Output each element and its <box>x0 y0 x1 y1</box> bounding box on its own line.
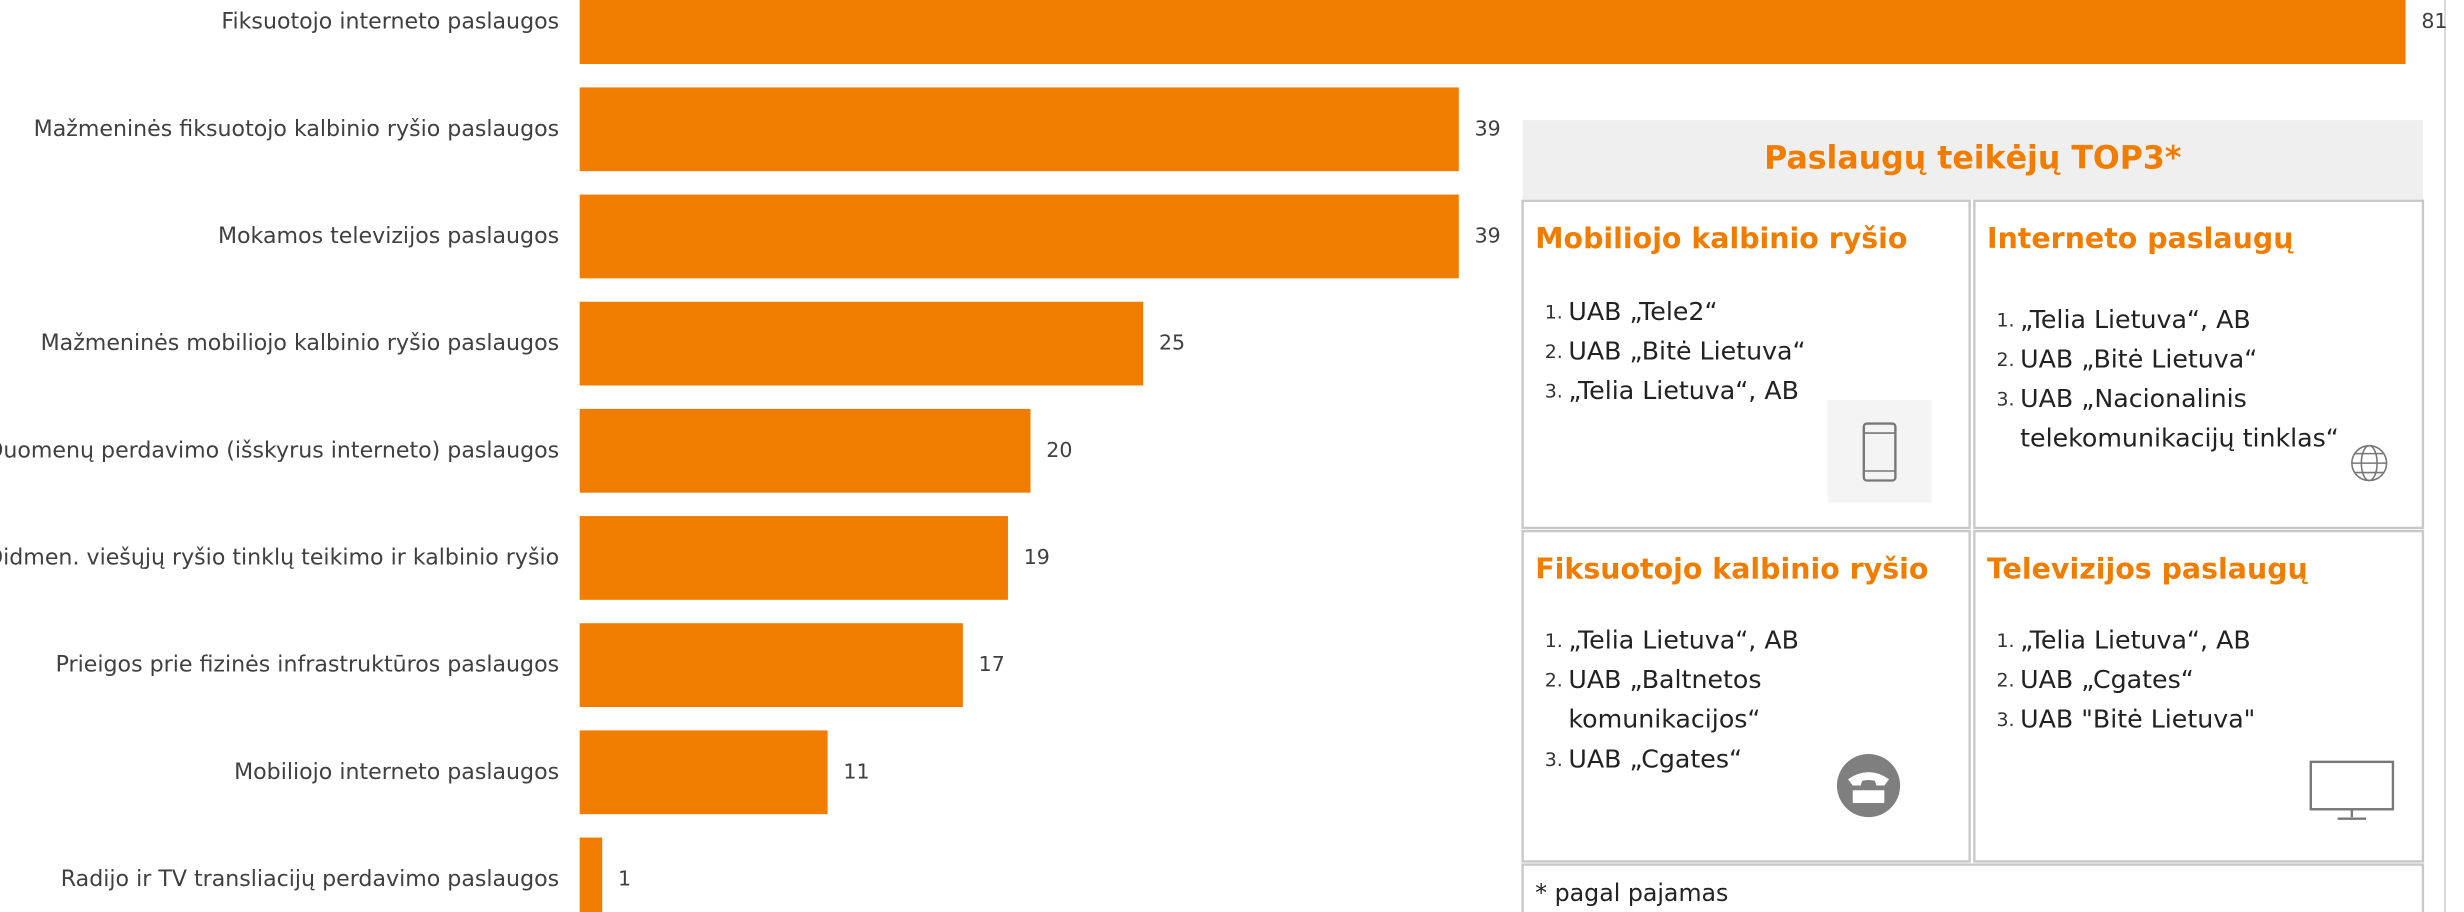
item-text: UAB „Bitė Lietuva“ <box>1568 336 1805 365</box>
value-label: 39 <box>1475 116 1501 140</box>
cell-heading: Televizijos paslaugų <box>1987 553 2309 586</box>
item-number: 3. <box>1545 380 1563 402</box>
item-text: telekomunikacijų tinklas“ <box>2020 423 2339 452</box>
category-label: Duomenų perdavimo (išskyrus interneto) p… <box>0 437 559 463</box>
item-text: UAB „Nacionalinis <box>2020 384 2247 413</box>
value-label: 25 <box>1159 331 1185 355</box>
tv-icon <box>2309 760 2395 820</box>
phone-icon <box>1827 399 1932 503</box>
footnote: * pagal pajamas <box>1535 879 1728 907</box>
value-label: 39 <box>1475 223 1501 247</box>
bar <box>579 0 2406 65</box>
item-text: UAB „Cgates“ <box>2020 665 2194 694</box>
cell <box>1973 199 2425 530</box>
item-text: komunikacijos“ <box>1568 705 1760 734</box>
item-text: „Telia Lietuva“, AB <box>1568 376 1799 405</box>
value-label: 11 <box>843 759 869 783</box>
item-text: UAB „Tele2“ <box>1568 297 1717 326</box>
item-number: 2. <box>1996 670 2014 692</box>
panel-grid <box>1521 199 2425 912</box>
category-label: Mažmeninės mobiliojo kalbinio ryšio pasl… <box>41 330 560 356</box>
category-label: Radijo ir TV transliacijų perdavimo pasl… <box>61 866 559 892</box>
item-number: 2. <box>1996 349 2014 371</box>
bar <box>579 408 1031 493</box>
bar <box>579 623 963 707</box>
cell-heading: Fiksuotojo kalbinio ryšio <box>1535 553 1928 586</box>
bar <box>579 516 1008 600</box>
item-text: „Telia Lietuva“, AB <box>2020 305 2251 334</box>
cell-heading: Interneto paslaugų <box>1987 222 2294 255</box>
bar <box>579 730 828 815</box>
item-text: „Telia Lietuva“, AB <box>2020 626 2251 655</box>
category-label: Mobiliojo interneto paslaugos <box>234 759 559 785</box>
item-number: 2. <box>1545 670 1563 692</box>
item-number: 1. <box>1996 630 2014 652</box>
item-number: 2. <box>1545 341 1563 363</box>
item-text: UAB „Bitė Lietuva“ <box>2020 344 2257 373</box>
value-label: 81 <box>2421 9 2447 33</box>
panel-title: Paslaugų teikėjų TOP3* <box>1764 141 2181 177</box>
item-number: 1. <box>1996 309 2014 331</box>
item-number: 3. <box>1996 709 2014 731</box>
category-label: Fiksuotojo interneto paslaugos <box>221 9 559 35</box>
category-label: Didmen. viešųjų ryšio tinklų teikimo ir … <box>0 544 559 570</box>
value-label: 20 <box>1046 438 1072 462</box>
bar <box>579 301 1144 386</box>
item-text: „Telia Lietuva“, AB <box>1568 626 1799 655</box>
item-number: 3. <box>1545 749 1563 771</box>
item-text: UAB „Baltnetos <box>1568 665 1761 694</box>
bar <box>579 837 603 912</box>
value-label: 17 <box>979 652 1005 676</box>
item-number: 1. <box>1545 630 1563 652</box>
footnote-box <box>1521 863 2425 912</box>
cell <box>1521 529 1971 863</box>
category-label: Mažmeninės fiksuotojo kalbinio ryšio pas… <box>34 116 559 142</box>
telephone-icon <box>1836 753 1901 818</box>
item-text: UAB "Bitė Lietuva" <box>2020 705 2255 734</box>
panel-header <box>1522 120 2423 200</box>
globe-icon <box>2351 444 2388 482</box>
cell <box>1973 529 2425 863</box>
cell-heading: Mobiliojo kalbinio ryšio <box>1535 222 1907 255</box>
item-number: 3. <box>1996 388 2014 410</box>
bar <box>579 87 1459 172</box>
category-label: Mokamos televizijos paslaugos <box>218 223 559 249</box>
value-label: 19 <box>1024 545 1050 569</box>
category-label: Prieigos prie fizinės infrastruktūros pa… <box>56 652 560 678</box>
value-label: 1 <box>618 866 631 890</box>
item-text: UAB „Cgates“ <box>1568 744 1742 773</box>
bar <box>579 194 1459 279</box>
item-number: 1. <box>1545 301 1563 323</box>
